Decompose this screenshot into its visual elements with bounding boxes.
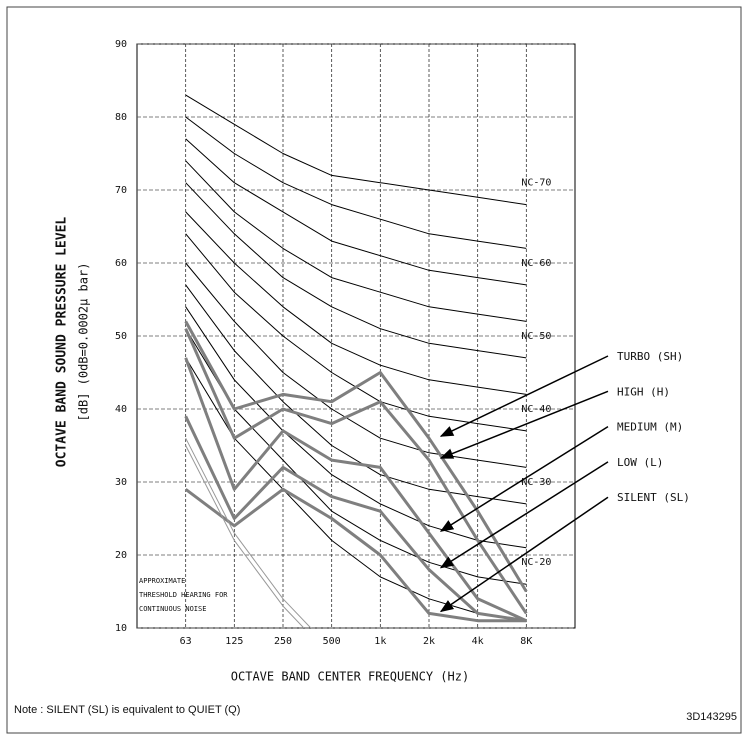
series-line: [185, 116, 527, 249]
series-line: [184, 320, 528, 593]
series-line: [185, 357, 527, 622]
x-tick-label: 250: [274, 636, 292, 647]
series-line: [185, 262, 527, 468]
arrow: [439, 425, 609, 532]
x-tick-label: 2k: [423, 636, 435, 647]
series-line: [184, 357, 527, 623]
series-label: SILENT (SL): [617, 491, 690, 504]
y-tick-label: 30: [115, 477, 127, 488]
series-line: [185, 160, 527, 322]
y-tick-label: 40: [115, 404, 127, 415]
series-label: LOW (L): [617, 456, 663, 469]
curve-label: NC-30: [521, 477, 551, 488]
series-line: [184, 415, 527, 623]
series-label: MEDIUM (M): [617, 421, 683, 434]
series-line: [185, 437, 312, 628]
curve-label: NC-40: [521, 404, 551, 415]
y-tick-label: 50: [115, 331, 127, 342]
x-tick-label: 125: [225, 636, 243, 647]
x-tick-label: 8K: [520, 636, 532, 647]
y-tick-label: 80: [115, 112, 127, 123]
x-tick-label: 500: [323, 636, 341, 647]
curve-label: NC-20: [521, 557, 551, 568]
series-line: [185, 328, 527, 585]
y-tick-label: 20: [115, 550, 127, 561]
threshold-note: THRESHOLD HEARING FOR: [139, 591, 228, 599]
curve-label: NC-50: [521, 331, 551, 342]
y-tick-label: 70: [115, 185, 127, 196]
arrow: [439, 390, 609, 459]
x-tick-label: 63: [180, 636, 192, 647]
series-line: [185, 94, 527, 206]
arrow: [439, 355, 609, 437]
series-line: [184, 328, 528, 615]
series-line: [185, 211, 527, 395]
frame: [6, 6, 742, 734]
x-tick-label: 1k: [374, 636, 386, 647]
curve-label: NC-60: [521, 258, 551, 269]
series-line: [185, 445, 305, 628]
series-line: [185, 182, 527, 359]
x-tick-label: 4k: [472, 636, 484, 647]
series-label: TURBO (SH): [617, 350, 683, 363]
note: Note : SILENT (SL) is equivalent to QUIE…: [14, 704, 240, 716]
y-title: OCTAVE BAND SOUND PRESSURE LEVEL: [55, 217, 70, 468]
y-subtitle: [dB] (0dB=0.0002μ bar): [77, 263, 91, 422]
threshold-note: CONTINUOUS NOISE: [139, 605, 206, 613]
x-title: OCTAVE BAND CENTER FREQUENCY (Hz): [231, 670, 469, 684]
series-label: HIGH (H): [617, 385, 670, 398]
curve-label: NC-70: [521, 178, 551, 189]
series-line: [185, 284, 527, 505]
threshold-note: APPROXIMATE: [139, 577, 185, 585]
y-tick-label: 90: [115, 39, 127, 50]
y-tick-label: 60: [115, 258, 127, 269]
arrow: [439, 461, 609, 569]
series-line: [184, 487, 527, 623]
arrow: [439, 496, 609, 613]
y-tick-label: 10: [115, 623, 127, 634]
series-line: [185, 306, 527, 549]
figure-code: 3D143295: [686, 711, 737, 723]
series-line: [185, 138, 527, 286]
